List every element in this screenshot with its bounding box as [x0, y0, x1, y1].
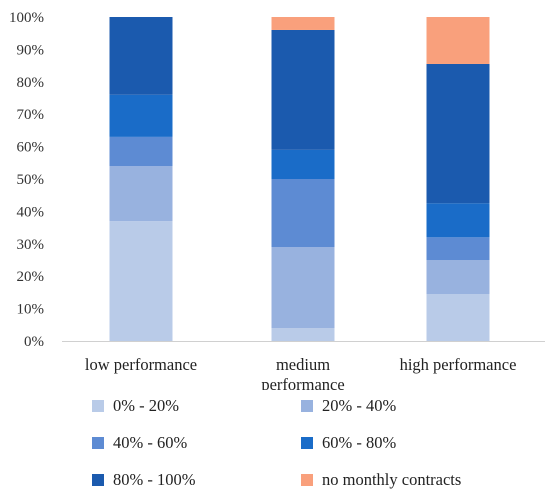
bar-segment — [426, 203, 490, 238]
x-category-label-line: medium — [276, 355, 330, 374]
legend-item: 80% - 100% — [92, 470, 195, 490]
legend-label: 20% - 40% — [322, 396, 397, 415]
legend-label: 40% - 60% — [113, 433, 188, 452]
y-tick-label: 80% — [17, 75, 45, 91]
bar-segment — [271, 149, 335, 179]
bar-segment — [271, 328, 335, 341]
legend-label: 0% - 20% — [113, 396, 179, 415]
y-tick-label: 0% — [24, 334, 44, 350]
legend-swatch — [301, 437, 313, 449]
bar-segment — [271, 29, 335, 150]
y-tick-label: 20% — [17, 269, 45, 285]
stacked-bar-chart: 0% 10% 20% 30% 40% 50% 60% 70% 80% 90% 100% low per… — [9, 10, 545, 390]
y-tick-label: 60% — [17, 140, 45, 156]
y-tick-label: 40% — [17, 204, 45, 220]
legend-swatch — [301, 400, 313, 412]
x-category-label-line: high performance — [400, 355, 517, 374]
bar-segment — [109, 221, 173, 341]
x-category-label-line: performance — [261, 375, 344, 390]
x-category-label: low performance — [85, 355, 197, 374]
y-tick-label: 90% — [17, 42, 45, 58]
bar-segment — [109, 136, 173, 167]
x-category-label: high performance — [400, 355, 517, 374]
bar-segment — [426, 294, 490, 341]
bar-segment — [271, 17, 335, 30]
bar-segment — [426, 63, 490, 204]
bar-segment — [109, 94, 173, 137]
legend-swatch — [92, 474, 104, 486]
y-tick-label: 50% — [17, 172, 45, 188]
legend-item: no monthly contracts — [301, 470, 461, 490]
legend-swatch — [301, 474, 313, 486]
legend-item: 20% - 40% — [301, 396, 396, 416]
legend-label: no monthly contracts — [322, 470, 462, 489]
legend-item: 40% - 60% — [92, 433, 187, 453]
bar-segment — [426, 260, 490, 295]
bar-segment — [109, 166, 173, 222]
bar-segment — [109, 17, 173, 95]
y-tick-label: 70% — [17, 107, 45, 123]
legend-swatch — [92, 400, 104, 412]
y-tick-label: 10% — [17, 302, 45, 318]
y-tick-label: 30% — [17, 237, 45, 253]
x-category-label-line: low performance — [85, 355, 197, 374]
legend-label: 60% - 80% — [322, 433, 397, 452]
legend-item: 60% - 80% — [301, 433, 396, 453]
bar-segment — [271, 247, 335, 329]
legend-label: 80% - 100% — [113, 470, 196, 489]
bar-segment — [271, 179, 335, 248]
legend-item: 0% - 20% — [92, 396, 179, 416]
legend-swatch — [92, 437, 104, 449]
y-tick-label: 100% — [9, 10, 44, 26]
bar-segment — [426, 237, 490, 260]
x-category-label: medium performance — [261, 355, 344, 390]
bar-segment — [426, 17, 490, 64]
